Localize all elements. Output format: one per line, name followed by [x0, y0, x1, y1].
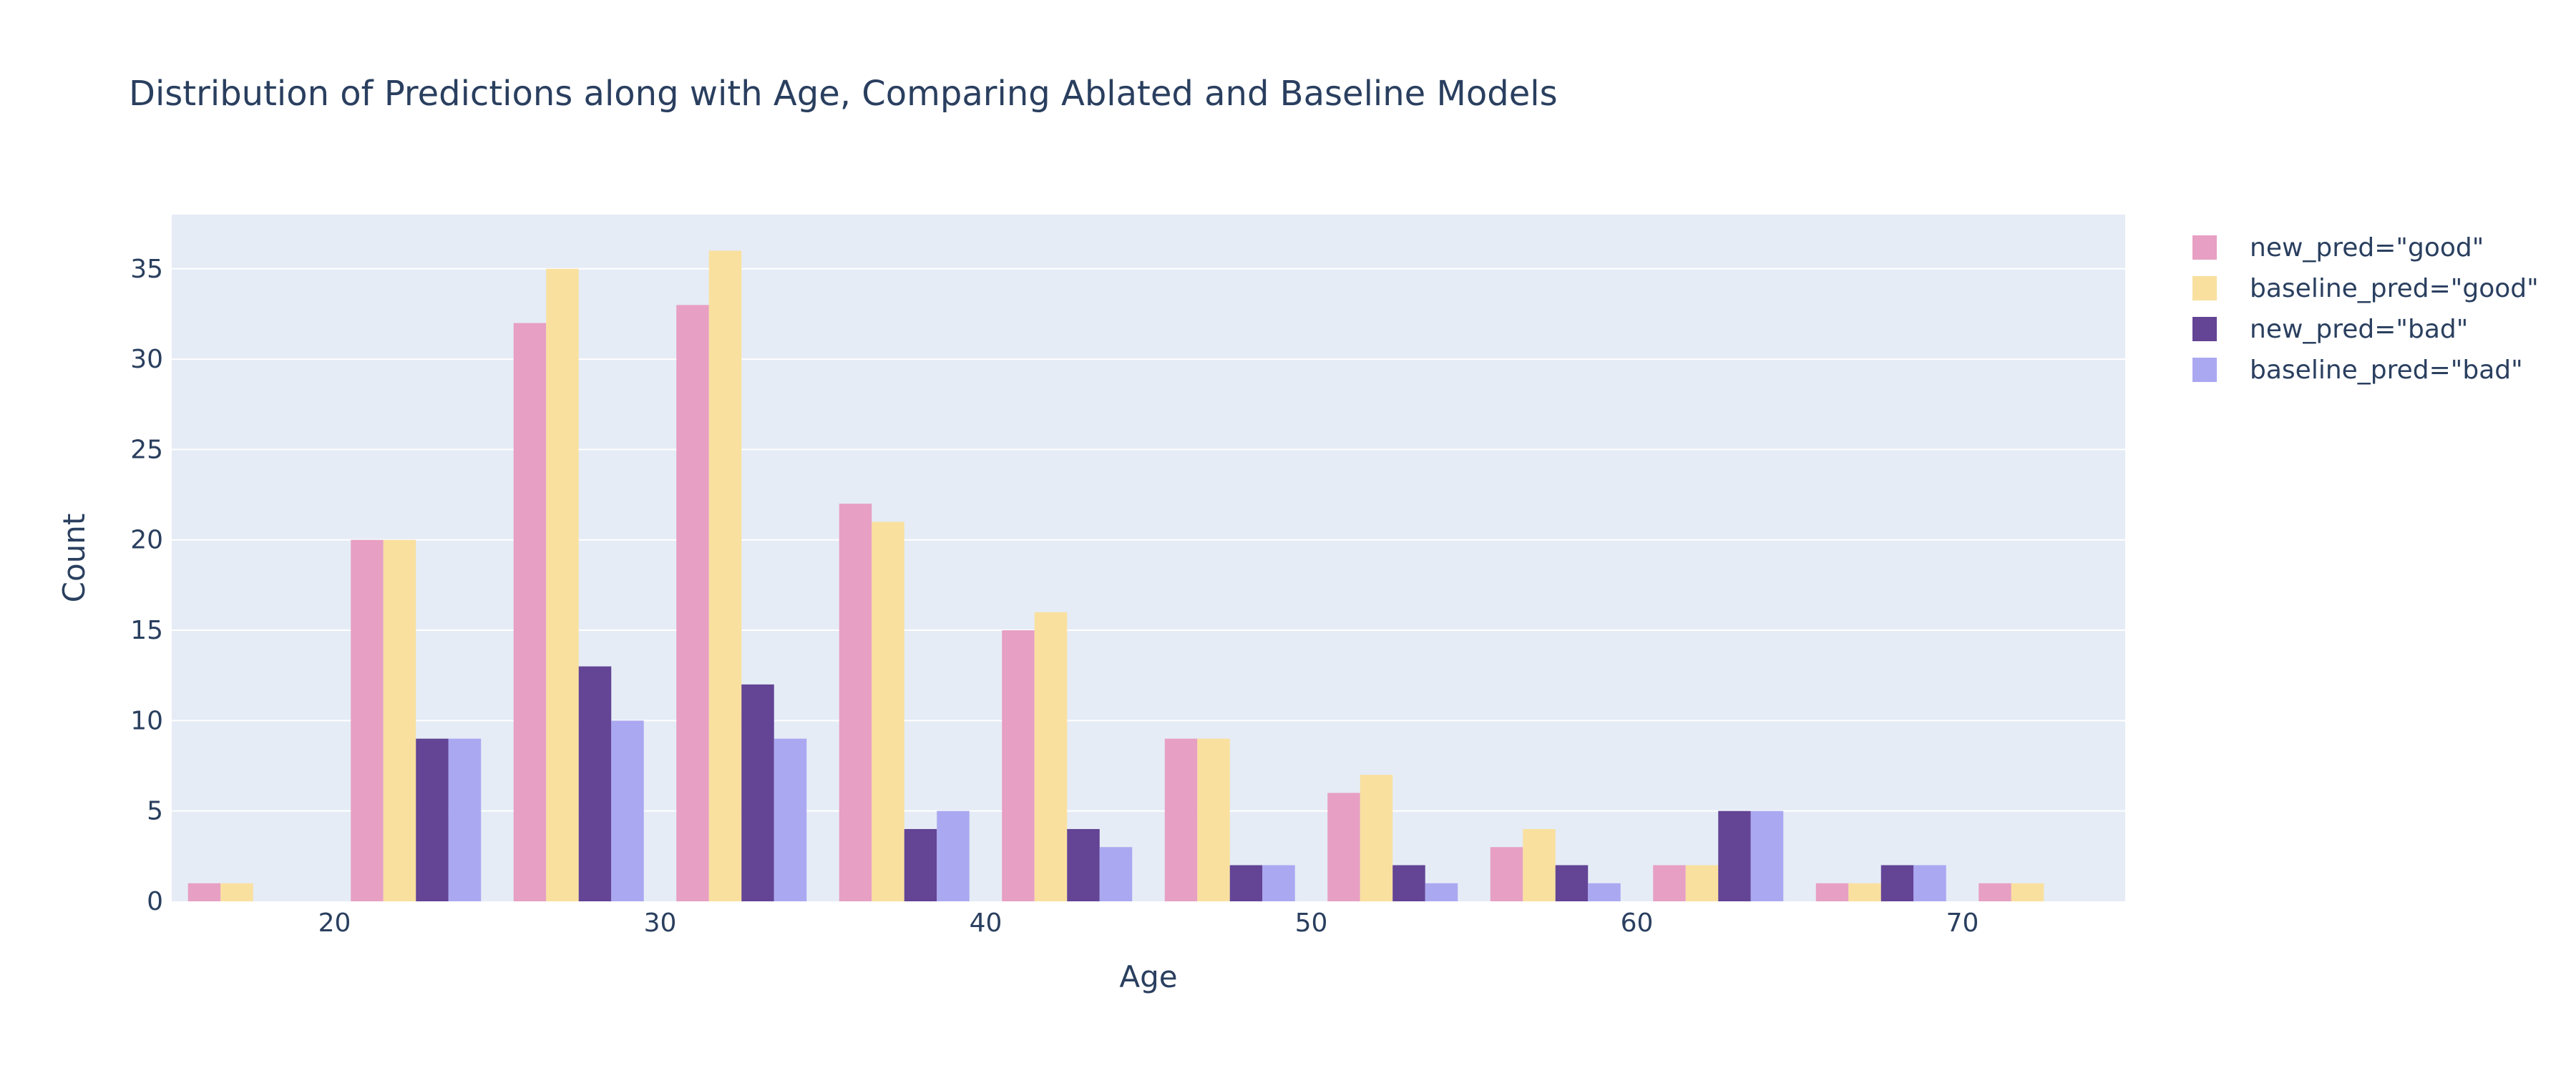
y-tick-label: 15 [130, 616, 163, 645]
y-tick-label: 0 [147, 887, 163, 916]
legend-label: baseline_pred="good" [2250, 274, 2539, 303]
bar [937, 810, 970, 901]
bar [904, 828, 937, 901]
bar [546, 268, 579, 902]
legend-swatch [2192, 276, 2217, 300]
y-tick-label: 10 [130, 706, 163, 735]
bar [741, 684, 774, 901]
bar [1523, 828, 1556, 901]
y-tick-label: 25 [130, 435, 163, 464]
bar [1880, 865, 1914, 901]
bar [220, 883, 253, 901]
bar [676, 305, 709, 901]
bar [1913, 865, 1946, 901]
bar [1099, 847, 1133, 901]
plot-background [172, 215, 2125, 901]
bar [872, 521, 904, 901]
bar [1718, 810, 1751, 901]
bar [383, 539, 416, 901]
bar [351, 539, 384, 901]
chart-title: Distribution of Predictions along with A… [129, 74, 1558, 114]
bar [774, 738, 807, 901]
bar [1034, 612, 1068, 901]
bar [1425, 883, 1458, 901]
x-tick-label: 30 [644, 908, 677, 938]
y-tick-label: 5 [147, 797, 163, 826]
x-tick-label: 40 [970, 908, 1002, 938]
bar [1197, 738, 1230, 901]
bar [611, 720, 644, 901]
bar [1848, 883, 1881, 901]
y-tick-label: 35 [130, 255, 163, 284]
bar [1067, 828, 1100, 901]
bar [1750, 810, 1784, 901]
bar [2011, 883, 2044, 901]
bar [1360, 775, 1393, 901]
x-tick-labels: 20 30 40 50 60 70 [318, 908, 1979, 938]
bars-group [187, 250, 2044, 902]
y-tick-label: 20 [130, 526, 163, 555]
x-tick-label: 60 [1621, 908, 1654, 938]
bar [1815, 883, 1849, 901]
legend-label: baseline_pred="bad" [2250, 356, 2523, 385]
x-tick-label: 20 [318, 908, 351, 938]
bar [1392, 865, 1425, 901]
bar [1653, 865, 1686, 901]
bar [1979, 883, 2011, 901]
x-axis-title: Age [1119, 959, 1177, 994]
bar [578, 666, 612, 901]
bar [1685, 865, 1719, 901]
legend-swatch [2192, 317, 2217, 341]
bar [448, 738, 482, 901]
bar [416, 738, 449, 901]
legend: new_pred="good" baseline_pred="good" new_p… [2192, 233, 2539, 385]
bar [1555, 865, 1589, 901]
bar [1327, 793, 1360, 901]
bar [1229, 865, 1263, 901]
bar [187, 883, 221, 901]
legend-label: new_pred="bad" [2250, 315, 2468, 344]
y-tick-labels: 0 5 10 15 20 25 30 35 [130, 255, 163, 916]
x-tick-label: 50 [1295, 908, 1328, 938]
bar [708, 250, 742, 901]
bar [839, 504, 872, 901]
legend-swatch [2192, 358, 2217, 382]
legend-label: new_pred="good" [2250, 233, 2484, 263]
legend-swatch [2192, 235, 2217, 260]
y-tick-label: 30 [130, 345, 163, 374]
x-tick-label: 70 [1946, 908, 1979, 938]
bar [1588, 883, 1621, 901]
bar [1490, 847, 1523, 901]
bar [1002, 630, 1035, 901]
bar [1164, 738, 1198, 901]
y-axis-title: Count [57, 514, 92, 603]
grid-lines [172, 268, 2125, 812]
bar [1262, 865, 1295, 901]
bar [513, 323, 547, 901]
